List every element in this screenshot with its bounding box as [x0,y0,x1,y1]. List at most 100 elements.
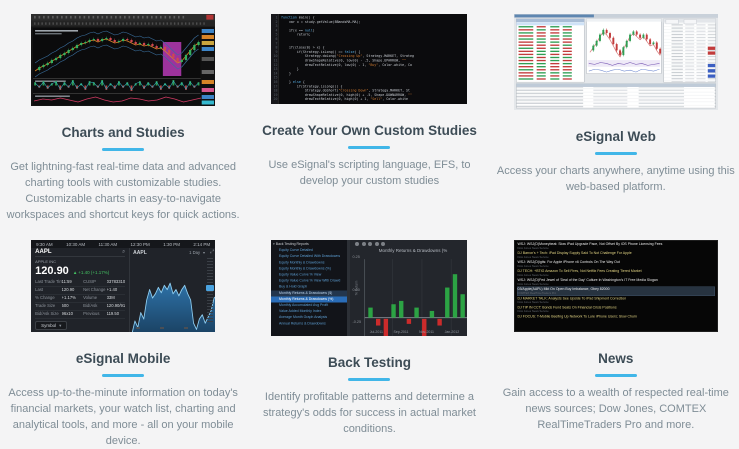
chevron-down-icon: ▾ [59,323,62,328]
x-tick: Sep-2011 [393,330,409,334]
mobile-status-bar: 9:30 AM 10:30 AM 11:30 AM 12:30 PM 1:30 PM 2:… [31,240,216,248]
feature-title: eSignal Web [575,129,656,144]
news-source: Dow Jones News Service [517,246,549,250]
y-tick: -0.25 [352,320,362,324]
feature-card-esignal-web: eSignal Web Access your charts anywhere,… [493,0,739,223]
report-list-panel: Back Testing Reports Equity Curve Detaile… [271,240,348,336]
custom-studies-screenshot: 1 function main() {2 var x = study.getVal… [271,14,468,104]
company-name: APPLE INC [35,259,57,264]
code-line: 9 if(Strategy.isLong() == false) { [275,49,361,54]
news-row: DJ FOCUS: T-Mobile Beefing Up Network To… [517,314,714,319]
news-headline: DJ TIP IN CCT: Bonds Fund Seats On Finan… [517,305,617,310]
code-editor: 1 function main() {2 var x = study.getVal… [271,14,467,102]
range-selector: 1 Day ▾ [189,250,206,255]
web-platform-graphic [513,14,718,110]
chart-toolbar [355,242,386,246]
status-time: 10:30 AM [66,241,86,247]
feature-description: Get lightning-fast real-time data and ad… [6,161,240,221]
news-headline: DJ TECH: +BTIG Amazon To Sell Fires, Not… [517,269,642,274]
tool-icon [361,242,366,246]
quote-row: Trade Size 500 Bid/Ask 120.90/91 [35,303,126,311]
status-time: 9:30 AM [36,241,53,247]
tool-icon [355,242,360,246]
news-row: WSJ: WSJ(D)igits: For Apple iPhone v6 Co… [517,260,714,268]
price-change: ▲+1.40 (+1.17%) [72,270,110,275]
esignal-mobile-screenshot: 9:30 AM 10:30 AM 11:30 AM 12:30 PM 1:30 PM 2:… [31,240,216,332]
feature-card-news: WSJ: WSJ(D)Moneybeat: Slow iPad Upgrade … [493,230,739,449]
news-row: WSJ: WSJ(D)Fed Jewel of 'Deal of the Day… [517,278,714,286]
code-line: 1 function main() { [275,15,316,20]
price-axis [207,258,214,324]
last-price: 120.90 [35,265,69,277]
news-headline: WSJ: WSJ(D)Fed Jewel of 'Deal of the Day… [517,278,658,283]
report-list-item: Equity Monthly & Drawdowns [279,260,326,265]
news-headline: DJ MARKET TALK: Analysts See Upside To i… [517,296,626,301]
feature-title: Create Your Own Custom Studies [262,123,477,138]
report-list-item: Buy & Hold Graph [279,285,308,289]
candlestick-pane [35,30,200,78]
title-underline [348,378,391,381]
code-line: 13 } [274,67,300,72]
news-headline: DJ FOCUS: T-Mobile Beefing Up Network To… [517,314,637,319]
report-list-item: Equity Curve Detailed With Drawdowns [279,254,341,259]
code-line: 4 if(x == null) [275,28,316,33]
code-line: 3 [275,24,278,29]
feature-card-back-testing: Back Testing Reports Equity Curve Detaile… [246,230,492,449]
code-line: 8 if(close(0) > x) { [275,45,326,50]
report-list-item: Back Testing Reports [271,242,347,248]
quote-row: % Change +1.17% Volume 33M [35,295,126,303]
news-source: Dow Jones News Service [517,273,549,277]
news-row: WSJ: WSJ(D)Moneybeat: Slow iPad Upgrade … [517,242,714,250]
back-testing-screenshot: Back Testing Reports Equity Curve Detaile… [271,240,468,336]
tool-icon [381,242,386,246]
feature-description: Gain access to a wealth of respected rea… [502,387,729,431]
code-line: 12 drawTextRelative(0, low(0) - 1, "Buy"… [274,62,413,67]
status-time: 12:30 PM [130,241,150,247]
news-source: Dow Jones News Service [517,255,549,259]
news-row: DJ TECH: +BTIG Amazon To Sell Fires, Not… [517,269,714,277]
feature-description: Identify profitable patterns and determi… [262,391,476,435]
symbol-selector: Symbol ▾ [35,321,68,330]
news-source: COMTEX RealTimeTraders Pro [517,292,556,296]
feature-title: eSignal Mobile [75,351,171,366]
scrollbar [347,240,351,336]
news-row: 03/Apple(AAPL) Mkt On Open Buy Imbalance… [516,286,715,297]
title-underline [102,374,145,377]
news-headline: WSJ: WSJ(D)igits: For Apple iPhone v6 Co… [517,260,620,265]
web-candle-chart [588,28,661,73]
oscillator-pane [34,96,202,103]
code-line: 7 [275,41,278,46]
status-time: 11:30 AM [98,241,118,247]
quote-row: Last 120.90 Net Change +1.40 [35,287,126,295]
quote-details: Last Trade Time11:59CUSIP037833100Last12… [35,279,126,319]
search-icon: ⌕ [122,248,126,255]
report-list-item: Monthly Returns & Drawdowns ($) [271,290,348,297]
x-axis-ticks: Jul-2011 Sep-2011 Nov-2011 Jan-2012 [364,330,464,334]
report-list-item: Annual Returns & Drawdowns [279,321,327,326]
y-axis-ticks: 0.25 0.00 -0.25 [352,255,361,324]
code-line: 16 } else { [274,79,306,84]
status-time: 1:30 PM [163,241,180,247]
title-underline [594,152,637,155]
code-line: 15 [274,75,278,80]
news-screenshot: WSJ: WSJ(D)Moneybeat: Slow iPad Upgrade … [513,240,718,332]
expand-icon: ⤢ [210,249,215,255]
feature-card-charts-and-studies: Charts and Studies Get lightning-fast re… [0,0,246,223]
chevron-down-icon: ▾ [203,250,206,255]
price-tag [206,284,215,291]
news-headline: WSJ: WSJ(D)Moneybeat: Slow iPad Upgrade … [517,242,663,247]
indicator-pane [34,80,200,91]
report-list-item: Value Added Monthly Index [279,309,322,314]
feature-title: News [598,351,634,366]
news-headline: 03/Apple(AAPL) Mkt On Open Buy Imbalance… [517,287,610,292]
report-list-item: Average Month Graph Analysis [279,315,328,320]
close-icon [206,14,214,20]
y-tick: 0.25 [352,255,360,259]
feature-card-custom-studies: 1 function main() {2 var x = study.getVal… [246,0,492,223]
news-source: Dow Jones News Service [517,310,549,314]
news-headline: DJ Barron's + Tech: iPad Display Supply … [517,251,632,256]
esignal-web-screenshot [513,14,718,110]
code-line: 14 } [274,71,292,76]
highlight-region [163,42,182,76]
